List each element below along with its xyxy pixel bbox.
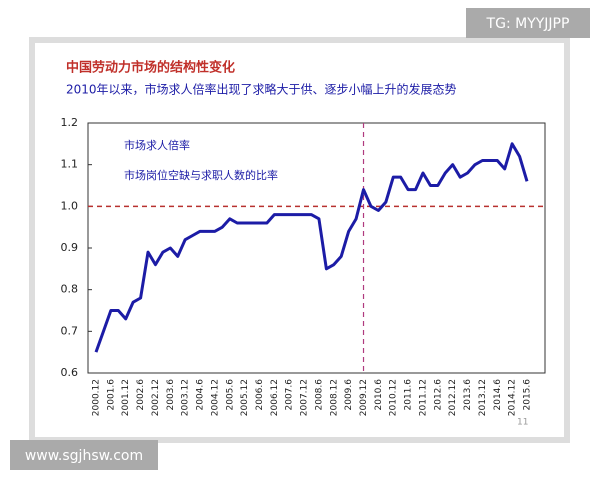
x-tick-label: 2007.6	[285, 379, 295, 411]
y-tick-label: 0.7	[61, 324, 79, 337]
x-tick-label: 2006.12	[270, 379, 280, 416]
x-tick-label: 2012.6	[433, 379, 443, 411]
data-line	[94, 142, 529, 353]
x-tick-label: 2002.6	[136, 379, 146, 411]
y-tick-label: 1.1	[61, 158, 79, 171]
y-tick-label: 0.9	[61, 241, 79, 254]
annotation: 市场岗位空缺与求职人数的比率	[124, 168, 278, 182]
x-tick-label: 2014.12	[508, 379, 518, 416]
x-tick-label: 2002.12	[151, 379, 161, 416]
x-tick-label: 2001.12	[121, 379, 131, 416]
x-tick-label: 2009.12	[359, 379, 369, 416]
watermark: TG: MYYJJPP	[486, 16, 570, 32]
watermark-box	[466, 8, 590, 38]
y-tick-label: 0.8	[61, 283, 79, 296]
x-tick-label: 2011.12	[418, 379, 428, 416]
x-tick-label: 2009.6	[344, 379, 354, 411]
annotation: 市场求人倍率	[124, 138, 190, 152]
x-tick-label: 2003.6	[166, 379, 176, 411]
page-number: 11	[517, 418, 528, 428]
x-tick-label: 2005.12	[240, 379, 250, 416]
site-label: www.sgjhsw.com	[25, 448, 143, 464]
x-tick-label: 2001.6	[106, 379, 116, 411]
x-tick-label: 2011.6	[404, 379, 414, 411]
x-tick-label: 2000.12	[92, 379, 102, 416]
y-tick-label: 0.6	[61, 366, 79, 379]
site-box	[10, 440, 158, 470]
x-tick-label: 2014.6	[493, 379, 503, 411]
x-tick-label: 2010.12	[389, 379, 399, 416]
y-tick-label: 1.0	[61, 199, 79, 212]
x-tick-label: 2008.12	[329, 379, 339, 416]
x-tick-label: 2013.6	[463, 379, 473, 411]
x-tick-label: 2013.12	[478, 379, 488, 416]
chart-subtitle: 2010年以来，市场求人倍率出现了求略大于供、逐步小幅上升的发展态势	[66, 82, 457, 97]
x-tick-label: 2003.12	[181, 379, 191, 416]
x-tick-label: 2004.6	[196, 379, 206, 411]
x-tick-label: 2015.6	[523, 379, 533, 411]
x-tick-label: 2004.12	[210, 379, 220, 416]
chart-title: 中国劳动力市场的结构性变化	[66, 60, 235, 76]
x-tick-label: 2005.6	[225, 379, 235, 411]
y-tick-label: 1.2	[61, 116, 79, 129]
x-tick-label: 2008.6	[314, 379, 324, 411]
x-tick-label: 2007.12	[300, 379, 310, 416]
x-tick-label: 2006.6	[255, 379, 265, 411]
x-tick-label: 2012.12	[448, 379, 458, 416]
x-tick-label: 2010.6	[374, 379, 384, 411]
